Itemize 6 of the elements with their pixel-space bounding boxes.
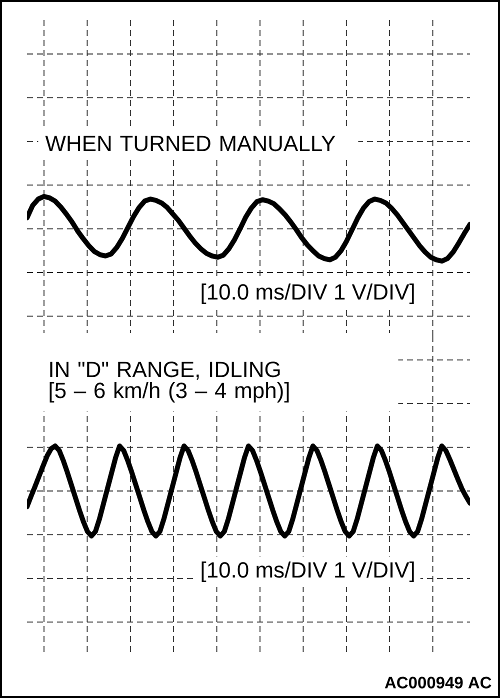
text: [10.0 ms/DIV 1 V/DIV] <box>202 562 414 582</box>
text: AC000949 AC <box>384 676 492 688</box>
chart-title: IN "D" RANGE, IDLING <box>50 362 280 380</box>
chart-title: WHEN TURNED MANUALLY <box>45 136 336 152</box>
chart-subtitle: [5 – 6 km/h (3 – 4 mph)] <box>50 382 289 403</box>
text: [10.0 ms/DIV 1 V/DIV] <box>202 284 414 304</box>
